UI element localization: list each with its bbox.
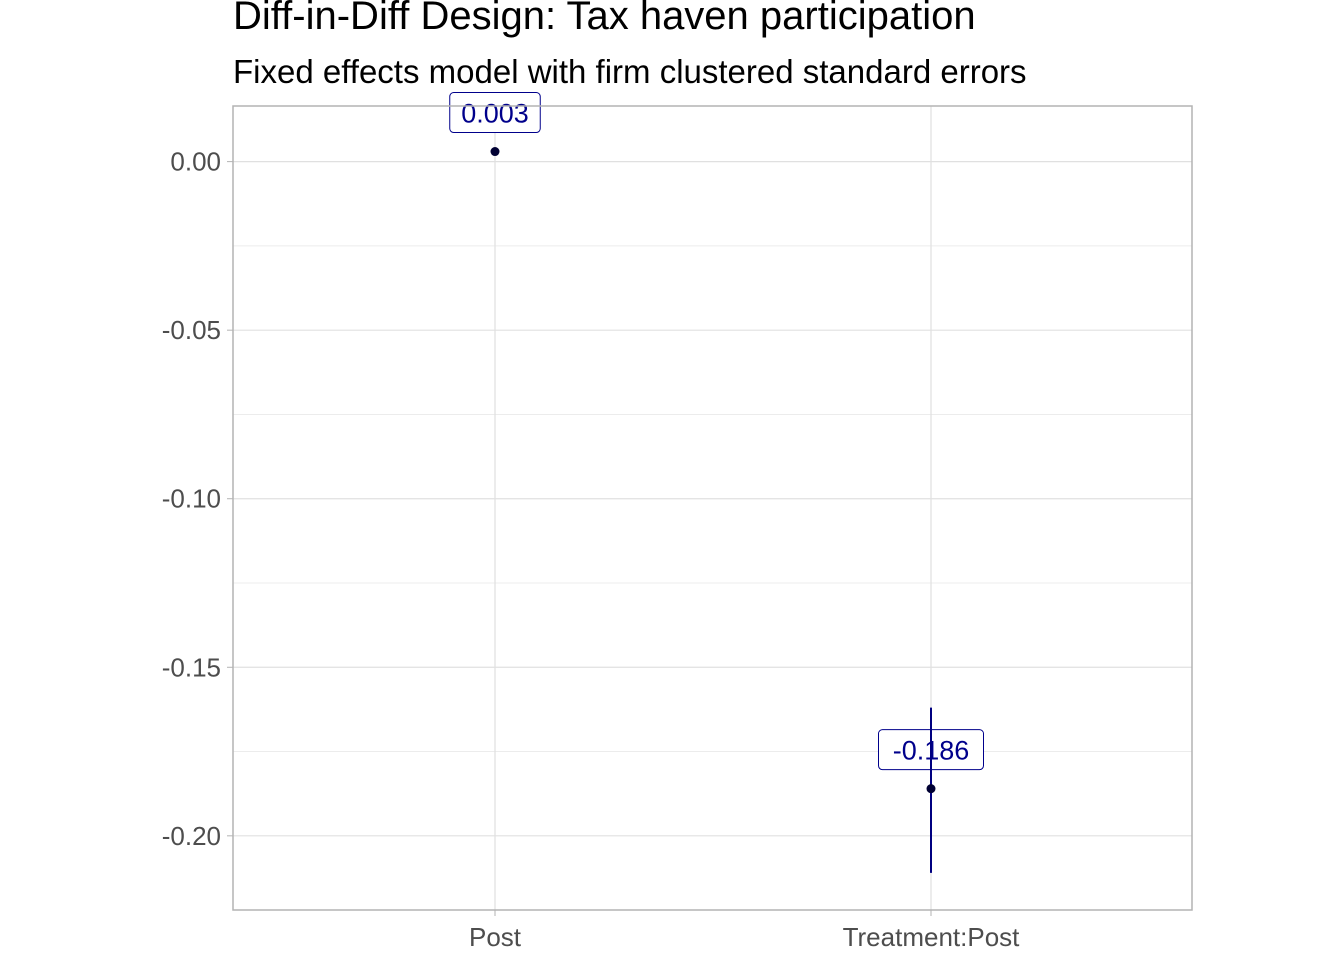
- chart-title: Diff-in-Diff Design: Tax haven participa…: [233, 0, 976, 38]
- estimate-label-box: [449, 92, 541, 134]
- x-tick-label: Treatment:Post: [843, 922, 1021, 952]
- y-tick-label: -0.20: [162, 821, 221, 851]
- y-tick-label: -0.15: [162, 652, 221, 682]
- estimate-point: [926, 784, 936, 794]
- y-tick-label: 0.00: [170, 147, 221, 177]
- x-tick-label: Post: [469, 922, 522, 952]
- estimate-point: [490, 147, 500, 157]
- panel-border: [232, 105, 1193, 911]
- chart-subtitle: Fixed effects model with firm clustered …: [233, 53, 1027, 90]
- y-tick-label: -0.10: [162, 484, 221, 514]
- estimate-label: 0.003: [461, 99, 529, 129]
- y-tick-label: -0.05: [162, 315, 221, 345]
